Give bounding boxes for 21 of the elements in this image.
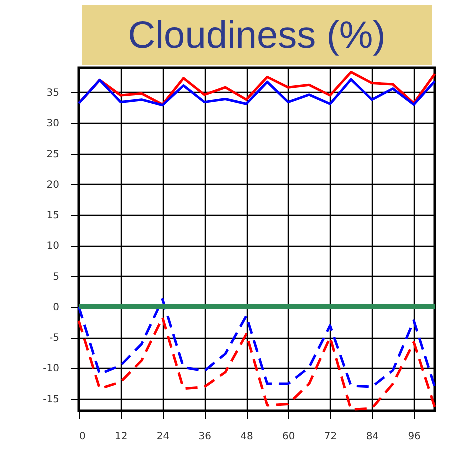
y-tick-label: 0 bbox=[53, 302, 60, 314]
x-tick-label: 36 bbox=[198, 432, 212, 442]
y-tick-label: 35 bbox=[46, 88, 60, 99]
x-tick-label: 48 bbox=[240, 432, 254, 442]
chart-title: Cloudiness (%) bbox=[82, 5, 432, 67]
y-tick-label: 15 bbox=[46, 210, 60, 222]
y-tick-label: 10 bbox=[46, 241, 60, 252]
x-tick-label: 60 bbox=[282, 432, 296, 442]
y-tick-label: -15 bbox=[43, 394, 60, 406]
x-tick-label: 96 bbox=[408, 432, 421, 442]
y-tick-label: 5 bbox=[53, 272, 60, 283]
x-tick-label: 12 bbox=[115, 432, 128, 442]
x-tick-label: 84 bbox=[366, 432, 380, 442]
y-tick-label: -5 bbox=[50, 333, 60, 344]
x-tick-label: 24 bbox=[156, 432, 170, 442]
x-tick-label: 0 bbox=[80, 432, 86, 442]
y-tick-label: -10 bbox=[43, 364, 60, 375]
x-tick-label: 72 bbox=[324, 432, 338, 442]
y-tick-label: 30 bbox=[46, 118, 60, 130]
y-tick-label: 25 bbox=[46, 149, 60, 160]
y-tick-label: 20 bbox=[46, 180, 60, 191]
